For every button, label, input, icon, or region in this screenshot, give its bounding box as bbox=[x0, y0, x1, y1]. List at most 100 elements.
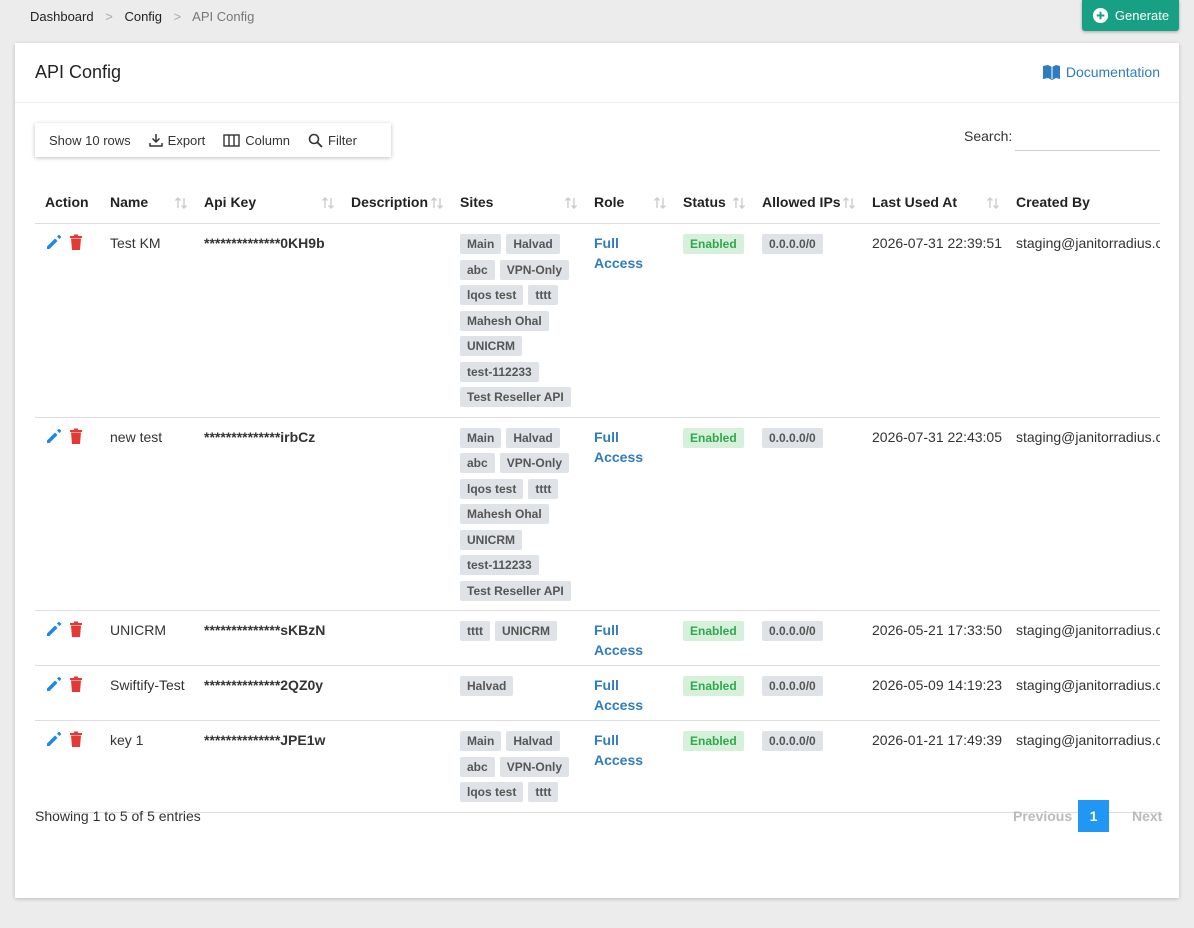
sort-icon[interactable] bbox=[321, 196, 335, 210]
status-chip: Enabled bbox=[683, 234, 744, 254]
column[interactable]: Column bbox=[223, 133, 290, 148]
generate-button[interactable]: Generate bbox=[1082, 0, 1179, 31]
last-used-cell: 2026-01-21 17:49:39 bbox=[862, 720, 1006, 813]
crumb[interactable]: Config bbox=[124, 9, 163, 24]
site-chip: tttt bbox=[528, 285, 559, 305]
crumb[interactable]: Dashboard bbox=[30, 9, 94, 24]
role-cell[interactable]: Full Access bbox=[584, 610, 673, 666]
column-header[interactable]: Role bbox=[584, 180, 673, 224]
delete-icon[interactable] bbox=[69, 731, 83, 748]
name-cell: key 1 bbox=[100, 720, 194, 813]
ips-cell: 0.0.0.0/0 bbox=[752, 665, 862, 721]
search-input[interactable] bbox=[1015, 150, 1160, 151]
site-chip: Main bbox=[460, 731, 502, 751]
sites-cell: Halvad bbox=[450, 665, 584, 721]
delete-icon[interactable] bbox=[69, 428, 83, 445]
name-cell: new test bbox=[100, 417, 194, 611]
show-rows[interactable]: Show 10 rows bbox=[49, 133, 131, 148]
site-chip: Main bbox=[460, 234, 502, 254]
column-header[interactable]: Allowed IPs bbox=[752, 180, 862, 224]
description-cell bbox=[341, 417, 450, 611]
status-cell: Enabled bbox=[673, 610, 752, 666]
column-header[interactable]: Name bbox=[100, 180, 194, 224]
api-key-cell: **************sKBzN bbox=[194, 610, 341, 666]
ips-cell: 0.0.0.0/0 bbox=[752, 720, 862, 813]
role-cell[interactable]: Full Access bbox=[584, 665, 673, 721]
toolbar: Show 10 rows Export Column Filter bbox=[35, 123, 391, 157]
label: Documentation bbox=[1065, 64, 1160, 80]
action-cell bbox=[35, 720, 100, 813]
created-by-cell: staging@janitorradius.co bbox=[1006, 223, 1160, 418]
delete-icon[interactable] bbox=[69, 621, 83, 638]
icon bbox=[223, 133, 240, 147]
edit-icon[interactable] bbox=[45, 675, 63, 693]
sites-cell: Main Halvad abc VPN-Only lqos test tttt bbox=[450, 720, 584, 813]
edit-icon[interactable] bbox=[45, 730, 63, 748]
column-header[interactable]: Last Used At bbox=[862, 180, 1006, 224]
sort-icon[interactable] bbox=[564, 196, 578, 210]
edit-icon[interactable] bbox=[45, 427, 63, 445]
delete-icon[interactable] bbox=[69, 234, 83, 251]
sort-icon[interactable] bbox=[653, 196, 667, 210]
created-by-cell: staging@janitorradius.co bbox=[1006, 665, 1160, 721]
table-row: new test **************irbCz Main Halvad abc… bbox=[35, 417, 1160, 611]
site-chip: abc bbox=[460, 259, 495, 280]
column-header: Action bbox=[35, 180, 100, 224]
crumb: API Config bbox=[192, 9, 255, 24]
role-cell[interactable]: Full Access bbox=[584, 720, 673, 813]
api-key-cell: **************irbCz bbox=[194, 417, 341, 611]
label: Generate bbox=[1114, 8, 1170, 23]
site-chip: lqos test bbox=[460, 782, 524, 802]
edit-icon[interactable] bbox=[45, 233, 63, 251]
delete-icon[interactable] bbox=[69, 676, 83, 693]
site-chip: lqos test bbox=[460, 478, 524, 499]
divider bbox=[15, 102, 1179, 103]
export[interactable]: Export bbox=[148, 132, 206, 148]
status-cell: Enabled bbox=[673, 417, 752, 611]
previous-button[interactable]: Previous bbox=[1013, 808, 1073, 824]
column-header[interactable]: Description bbox=[341, 180, 450, 224]
sort-icon[interactable] bbox=[430, 196, 444, 210]
description-cell bbox=[341, 610, 450, 666]
site-chip: tttt bbox=[528, 478, 559, 499]
site-chip: tttt bbox=[528, 782, 559, 802]
documentation-link[interactable]: Documentation bbox=[1042, 64, 1160, 80]
role-cell[interactable]: Full Access bbox=[584, 417, 673, 611]
sort-icon[interactable] bbox=[732, 196, 746, 210]
name-cell: Swiftify-Test bbox=[100, 665, 194, 721]
sort-icon[interactable] bbox=[986, 196, 1000, 210]
status-chip: Enabled bbox=[683, 676, 744, 696]
description-cell bbox=[341, 720, 450, 813]
label: Show 10 rows bbox=[49, 132, 131, 148]
site-chip: UNICRM bbox=[460, 336, 522, 356]
table-body: Test KM **************0KH9b Main Halvadabc V… bbox=[35, 223, 1160, 813]
created-by-cell: staging@janitorradius.co bbox=[1006, 417, 1160, 611]
column-header[interactable]: Api Key bbox=[194, 180, 341, 224]
site-chip: Test Reseller API bbox=[460, 387, 571, 407]
ip-chip: 0.0.0.0/0 bbox=[762, 234, 823, 254]
column-header: Created By bbox=[1006, 180, 1160, 224]
status-chip: Enabled bbox=[683, 427, 744, 448]
last-used-cell: 2026-05-09 14:19:23 bbox=[862, 665, 1006, 721]
sites-cell: tttt UNICRM bbox=[450, 610, 584, 666]
table-row: key 1 **************JPE1w Main Halvad abc VPN… bbox=[35, 720, 1160, 813]
role-cell[interactable]: Full Access bbox=[584, 223, 673, 418]
ips-cell: 0.0.0.0/0 bbox=[752, 417, 862, 611]
sort-icon[interactable] bbox=[842, 196, 856, 210]
next-button[interactable]: Next bbox=[1132, 808, 1163, 824]
ip-chip: 0.0.0.0/0 bbox=[762, 676, 823, 696]
site-chip: Mahesh Ohal bbox=[460, 504, 549, 524]
name-cell: Test KM bbox=[100, 223, 194, 418]
site-chip: tttt bbox=[460, 621, 490, 641]
site-chip: VPN-Only bbox=[499, 756, 570, 777]
sort-icon[interactable] bbox=[174, 196, 188, 210]
column-header[interactable]: Sites bbox=[450, 180, 584, 224]
column-header[interactable]: Status bbox=[673, 180, 752, 224]
label: Export bbox=[167, 132, 206, 148]
edit-icon[interactable] bbox=[45, 620, 63, 638]
page-button[interactable]: 1 bbox=[1078, 800, 1109, 832]
filter[interactable]: Filter bbox=[308, 133, 357, 148]
description-cell bbox=[341, 665, 450, 721]
action-cell bbox=[35, 610, 100, 666]
api-key-cell: **************JPE1w bbox=[194, 720, 341, 813]
